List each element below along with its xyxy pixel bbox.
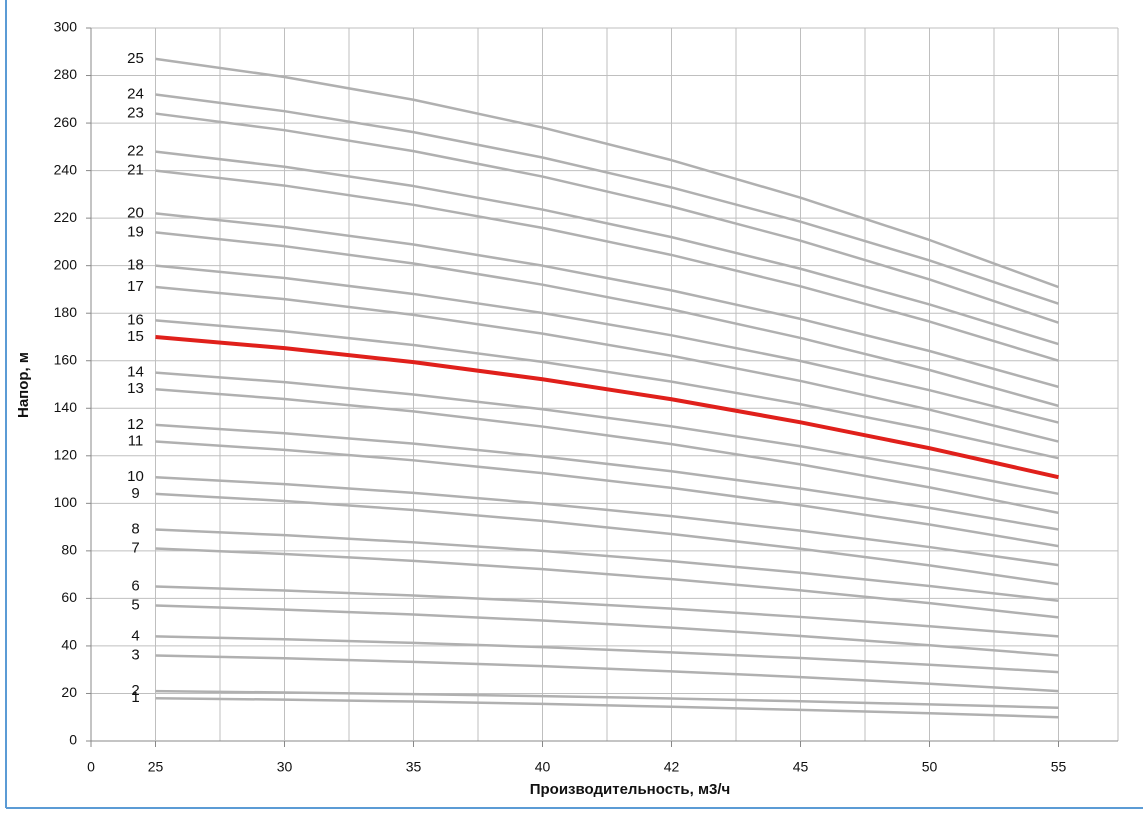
- series-label: 12: [127, 416, 144, 433]
- pump-curve: [155, 93, 1059, 305]
- x-axis-title: Производительность, м3/ч: [530, 781, 731, 798]
- pump-curve: [155, 528, 1059, 603]
- series-label: 6: [131, 577, 139, 594]
- pump-curve: [155, 57, 1059, 289]
- y-tick-label: 200: [54, 256, 78, 272]
- x-tick-label: 55: [1051, 759, 1067, 775]
- x-tick-label: 35: [406, 759, 422, 775]
- series-label: 2: [131, 682, 139, 699]
- series-label: 15: [127, 328, 144, 345]
- series-label: 17: [127, 278, 144, 295]
- pump-curve: [155, 654, 1059, 693]
- series-label: 24: [127, 86, 144, 103]
- pump-curve: [155, 585, 1059, 638]
- y-tick-label: 180: [54, 304, 78, 320]
- pump-curve: [155, 212, 1059, 389]
- y-tick-label: 0: [69, 732, 77, 748]
- y-tick-label: 280: [54, 66, 78, 82]
- series-label: 10: [127, 468, 144, 485]
- pump-curve: [155, 440, 1059, 548]
- y-tick-label: 100: [54, 494, 78, 510]
- pump-curve: [155, 371, 1059, 496]
- series-label: 23: [127, 105, 144, 122]
- series-label: 21: [127, 162, 144, 179]
- pump-curve: [155, 319, 1059, 460]
- series-label: 18: [127, 257, 144, 274]
- series-label: 19: [127, 223, 144, 240]
- series-label: 14: [127, 364, 144, 381]
- series-label: 20: [127, 204, 144, 221]
- series-label: 3: [131, 646, 139, 663]
- pump-curve: [155, 150, 1059, 346]
- pump-curve: [155, 264, 1059, 424]
- series-label: 7: [131, 539, 139, 556]
- x-tick-label: 50: [922, 759, 938, 775]
- series-label: 16: [127, 311, 144, 328]
- pump-curve: [155, 689, 1059, 709]
- series-label: 5: [131, 596, 139, 613]
- series-label: 1: [131, 689, 139, 706]
- pump-curve: [155, 492, 1059, 586]
- pump-curve: [155, 169, 1059, 362]
- x-tick-label: 25: [148, 759, 164, 775]
- y-tick-label: 160: [54, 351, 78, 367]
- x-tick-label: 0: [87, 759, 95, 775]
- pump-curve: [155, 112, 1059, 324]
- pump-curve: [155, 285, 1059, 443]
- series-label: 4: [131, 627, 139, 644]
- x-tick-label: 40: [535, 759, 551, 775]
- y-tick-label: 80: [61, 542, 77, 558]
- x-tick-label: 45: [793, 759, 809, 775]
- series-label: 22: [127, 143, 144, 160]
- pump-curve: [155, 696, 1059, 719]
- y-tick-label: 20: [61, 684, 77, 700]
- y-tick-label: 60: [61, 589, 77, 605]
- x-tick-label: 42: [664, 759, 680, 775]
- x-tick-label: 30: [277, 759, 293, 775]
- pump-curve: [155, 475, 1059, 567]
- pump-curve: [155, 547, 1059, 619]
- y-tick-label: 40: [61, 637, 77, 653]
- y-tick-label: 240: [54, 161, 78, 177]
- pump-curve: [155, 388, 1059, 515]
- pump-curve: [155, 604, 1059, 657]
- y-tick-label: 120: [54, 447, 78, 463]
- y-tick-label: 300: [54, 19, 78, 35]
- pump-curve: [155, 423, 1059, 531]
- y-tick-label: 140: [54, 399, 78, 415]
- series-label: 11: [128, 433, 144, 450]
- y-tick-label: 220: [54, 209, 78, 225]
- highlight-curve: [155, 334, 1059, 480]
- series-label: 13: [127, 380, 144, 397]
- series-label: 25: [127, 50, 144, 67]
- y-axis-title: Напор, м: [15, 352, 32, 418]
- pump-curve: [155, 635, 1059, 674]
- pump-curve: [155, 231, 1059, 408]
- series-label: 9: [131, 485, 139, 502]
- series-label: 8: [131, 520, 139, 537]
- y-tick-label: 260: [54, 114, 78, 130]
